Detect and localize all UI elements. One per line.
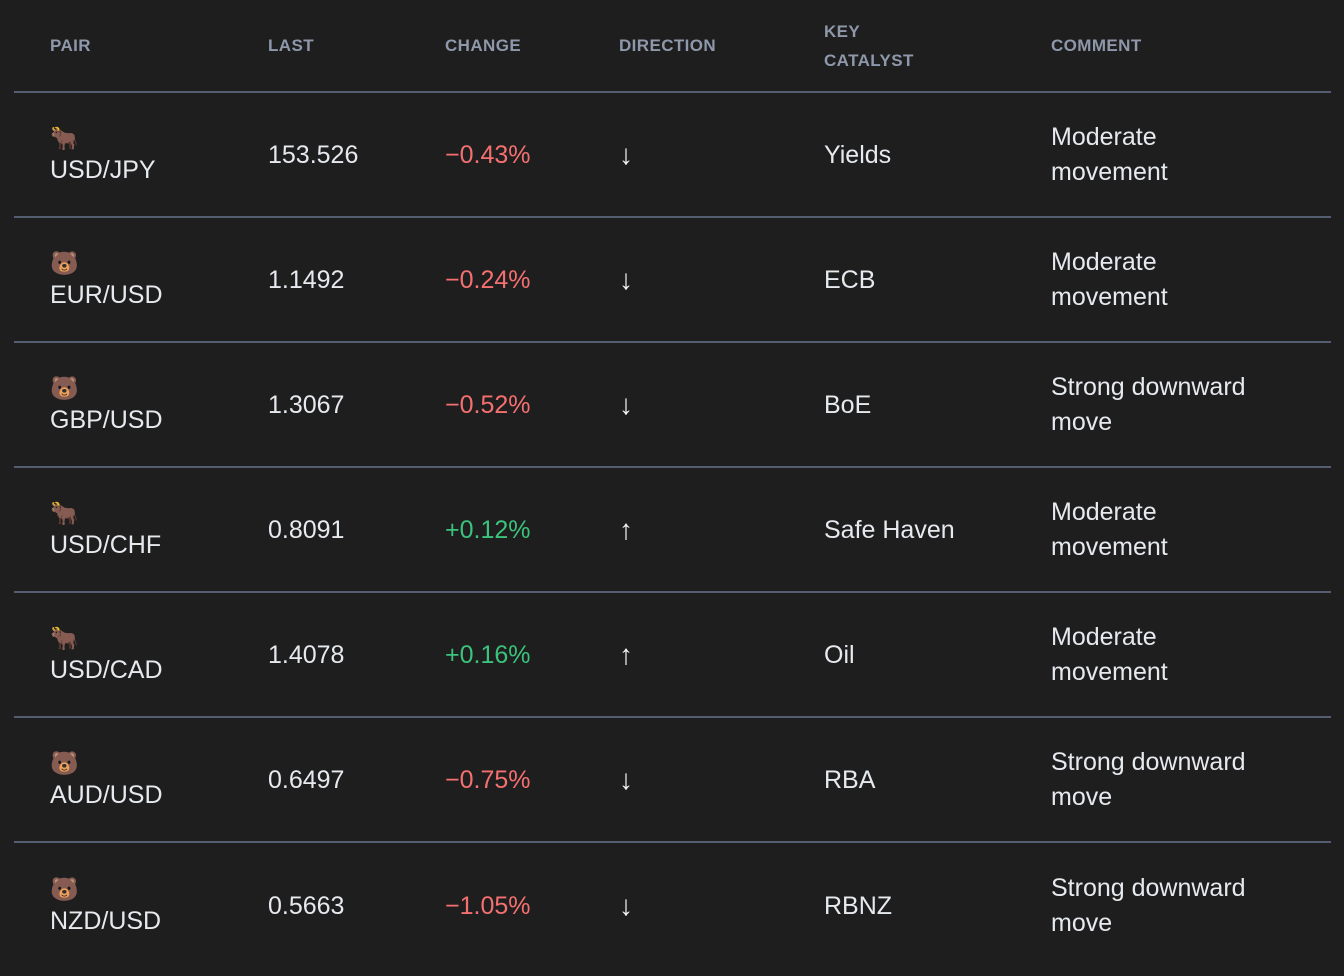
sentiment-emoji-icon: 🐻 bbox=[50, 749, 79, 776]
pair-label: EUR/USD bbox=[50, 280, 163, 309]
change-percent: −0.75% bbox=[445, 765, 531, 794]
table-row: 🐻 EUR/USD 1.1492 −0.24% ↓ ECB Moderate m… bbox=[14, 218, 1331, 343]
sentiment-emoji-icon: 🐂 bbox=[50, 499, 79, 526]
direction-arrow-icon: ↑ bbox=[619, 638, 633, 670]
table-header-row: PAIR LAST CHANGE DIRECTION KEY CATALYST … bbox=[14, 0, 1331, 93]
column-header-pair: PAIR bbox=[14, 31, 268, 60]
change-percent: −1.05% bbox=[445, 891, 531, 920]
change-percent: −0.24% bbox=[445, 265, 531, 294]
change-percent: −0.52% bbox=[445, 390, 531, 419]
last-price: 0.6497 bbox=[268, 765, 345, 794]
column-header-direction: DIRECTION bbox=[619, 31, 824, 60]
direction-arrow-icon: ↓ bbox=[619, 263, 633, 295]
direction-arrow-icon: ↓ bbox=[619, 138, 633, 170]
pair-label: AUD/USD bbox=[50, 780, 163, 809]
key-catalyst: Safe Haven bbox=[824, 515, 955, 544]
column-header-label: COMMENT bbox=[1051, 36, 1142, 55]
pair-label: GBP/USD bbox=[50, 405, 163, 434]
comment-text: Moderate movement bbox=[1051, 247, 1168, 311]
last-price: 153.526 bbox=[268, 140, 359, 169]
direction-arrow-icon: ↑ bbox=[619, 513, 633, 545]
key-catalyst: RBNZ bbox=[824, 891, 893, 920]
pair-cell: 🐻 NZD/USD bbox=[14, 874, 268, 938]
pair-cell: 🐂 USD/CHF bbox=[14, 498, 268, 562]
change-percent: −0.43% bbox=[445, 140, 531, 169]
direction-arrow-icon: ↓ bbox=[619, 388, 633, 420]
direction-arrow-icon: ↓ bbox=[619, 763, 633, 795]
sentiment-emoji-icon: 🐻 bbox=[50, 374, 79, 401]
table-row: 🐻 NZD/USD 0.5663 −1.05% ↓ RBNZ Strong do… bbox=[14, 843, 1331, 968]
pair-cell: 🐂 USD/CAD bbox=[14, 623, 268, 687]
key-catalyst: Oil bbox=[824, 640, 855, 669]
table-row: 🐂 USD/JPY 153.526 −0.43% ↓ Yields Modera… bbox=[14, 93, 1331, 218]
comment-text: Strong downward move bbox=[1051, 873, 1246, 937]
comment-text: Strong downward move bbox=[1051, 747, 1246, 811]
comment-text: Moderate movement bbox=[1051, 497, 1168, 561]
sentiment-emoji-icon: 🐂 bbox=[50, 624, 79, 651]
key-catalyst: ECB bbox=[824, 265, 876, 294]
pair-label: USD/CHF bbox=[50, 530, 162, 559]
change-percent: +0.12% bbox=[445, 515, 531, 544]
comment-text: Strong downward move bbox=[1051, 372, 1246, 436]
direction-arrow-icon: ↓ bbox=[619, 889, 633, 921]
comment-text: Moderate movement bbox=[1051, 122, 1168, 186]
last-price: 0.5663 bbox=[268, 891, 345, 920]
column-header-label: CHANGE bbox=[445, 36, 522, 55]
table-row: 🐂 USD/CAD 1.4078 +0.16% ↑ Oil Moderate m… bbox=[14, 593, 1331, 718]
key-catalyst: BoE bbox=[824, 390, 872, 419]
sentiment-emoji-icon: 🐂 bbox=[50, 124, 79, 151]
last-price: 1.4078 bbox=[268, 640, 345, 669]
comment-text: Moderate movement bbox=[1051, 622, 1168, 686]
pair-label: USD/JPY bbox=[50, 155, 156, 184]
change-percent: +0.16% bbox=[445, 640, 531, 669]
column-header-label: LAST bbox=[268, 36, 314, 55]
key-catalyst: RBA bbox=[824, 765, 876, 794]
pair-cell: 🐂 USD/JPY bbox=[14, 123, 268, 187]
column-header-label: DIRECTION bbox=[619, 36, 717, 55]
column-header-label: PAIR bbox=[50, 36, 91, 55]
sentiment-emoji-icon: 🐻 bbox=[50, 875, 79, 902]
key-catalyst: Yields bbox=[824, 140, 892, 169]
column-header-comment: COMMENT bbox=[1051, 31, 1331, 60]
column-header-label: KEY CATALYST bbox=[824, 21, 914, 70]
last-price: 1.3067 bbox=[268, 390, 345, 419]
pair-label: NZD/USD bbox=[50, 906, 162, 935]
last-price: 0.8091 bbox=[268, 515, 345, 544]
last-price: 1.1492 bbox=[268, 265, 345, 294]
pair-label: USD/CAD bbox=[50, 655, 163, 684]
table-row: 🐂 USD/CHF 0.8091 +0.12% ↑ Safe Haven Mod… bbox=[14, 468, 1331, 593]
pair-cell: 🐻 AUD/USD bbox=[14, 748, 268, 812]
table-row: 🐻 GBP/USD 1.3067 −0.52% ↓ BoE Strong dow… bbox=[14, 343, 1331, 468]
table-body: 🐂 USD/JPY 153.526 −0.43% ↓ Yields Modera… bbox=[14, 93, 1331, 968]
column-header-last: LAST bbox=[268, 31, 445, 60]
column-header-change: CHANGE bbox=[445, 31, 619, 60]
pair-cell: 🐻 EUR/USD bbox=[14, 248, 268, 312]
sentiment-emoji-icon: 🐻 bbox=[50, 249, 79, 276]
pair-cell: 🐻 GBP/USD bbox=[14, 373, 268, 437]
table-row: 🐻 AUD/USD 0.6497 −0.75% ↓ RBA Strong dow… bbox=[14, 718, 1331, 843]
column-header-key-catalyst: KEY CATALYST bbox=[824, 17, 1051, 75]
